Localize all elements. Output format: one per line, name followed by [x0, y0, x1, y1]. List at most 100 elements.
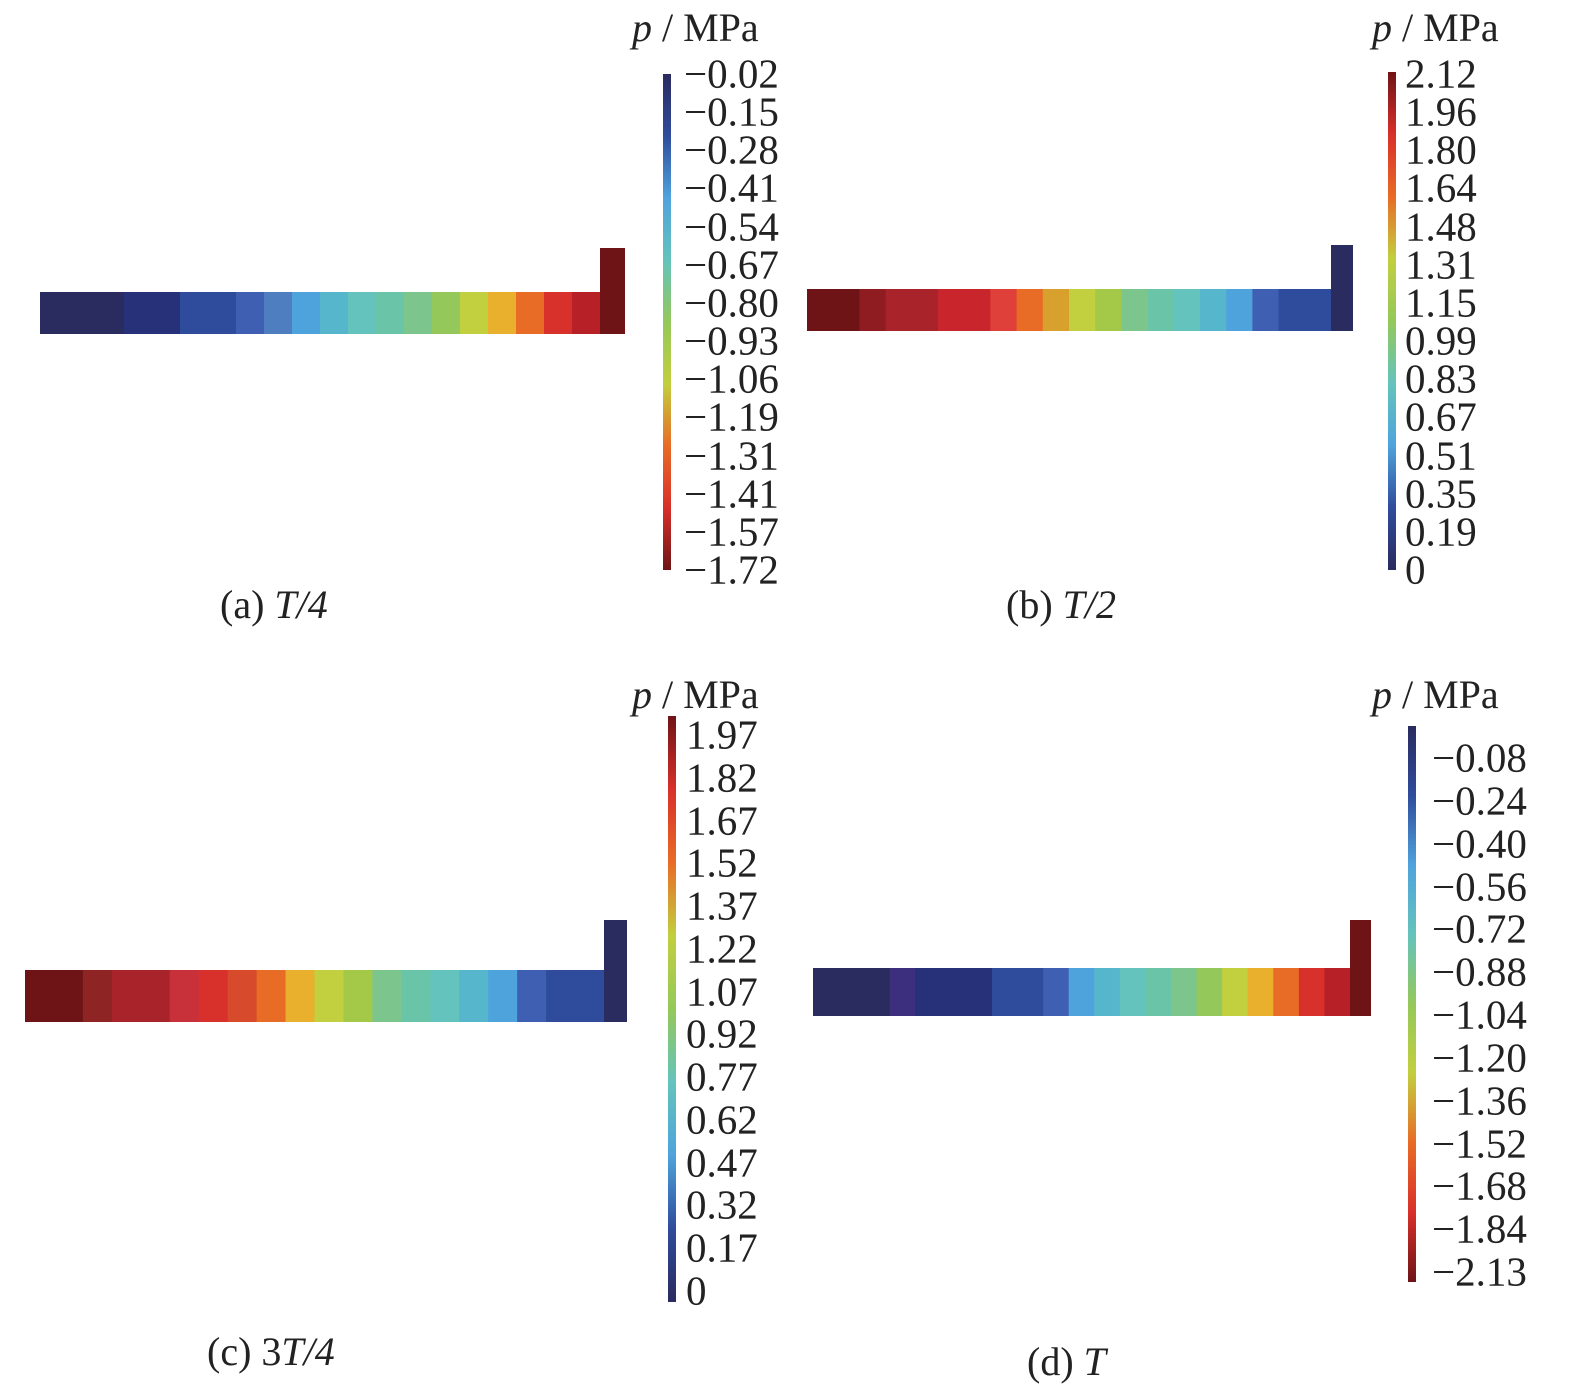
channel-segment	[285, 970, 316, 1022]
channel-segment	[1069, 289, 1096, 331]
colorbar-tick-label: 0.51	[1405, 432, 1477, 479]
colorbar-tick-label: 1.48	[1405, 203, 1477, 250]
colorbar-tick-label: 0.83	[1405, 355, 1477, 402]
riser-segment	[1350, 920, 1371, 1016]
channel-segment	[964, 289, 991, 331]
channel-segment	[546, 970, 576, 1022]
channel-segment	[140, 970, 171, 1022]
channel-segment	[236, 292, 265, 334]
colorbar-c	[668, 716, 676, 1302]
channel-segment	[40, 292, 69, 334]
channel-segment	[1171, 968, 1198, 1016]
colorbar-tick-label: −0.80	[684, 279, 779, 326]
colorbar-tick-label: 0.17	[686, 1224, 758, 1271]
colorbar-tick-label: 1.22	[686, 925, 758, 972]
colorbar-tick-label: −1.41	[684, 470, 779, 517]
channel-segment	[1196, 968, 1223, 1016]
channel-segment	[940, 968, 968, 1016]
colorbar-tick-label: −0.08	[1432, 734, 1527, 781]
channel-segment	[838, 968, 865, 1016]
channel-segment	[460, 292, 489, 334]
colorbar-tick-label: −0.40	[1432, 820, 1527, 867]
riser-segment	[1331, 245, 1353, 331]
colorbar-tick-label: −1.04	[1432, 991, 1527, 1038]
pressure-field-c	[25, 920, 627, 1022]
channel-segment	[1247, 968, 1274, 1016]
channel-segment	[915, 968, 942, 1016]
channel-segment	[1200, 289, 1227, 331]
colorbar-tick-label: −1.68	[1432, 1162, 1527, 1209]
channel-segment	[938, 289, 965, 331]
channel-segment	[813, 968, 840, 1016]
channel-segment	[372, 970, 402, 1022]
channel-segment	[1016, 289, 1044, 331]
channel-segment	[320, 292, 349, 334]
colorbar-ticks-b: 2.12 1.96 1.80 1.64 1.48 1.31 1.15 0.99 0.83 0.67…	[1405, 53, 1545, 590]
channel-segment	[82, 970, 113, 1022]
colorbar-tick-label: −1.52	[1432, 1120, 1527, 1166]
colorbar-a	[663, 74, 671, 570]
channel-segment	[911, 289, 939, 331]
colorbar-tick-label: −0.41	[684, 164, 779, 211]
channel-segment	[96, 292, 125, 334]
caption-a: (a) T/4	[220, 582, 328, 627]
colorbar-tick-label: −0.93	[684, 317, 779, 364]
colorbar-tick-label: 1.82	[686, 754, 758, 801]
pressure-field-b	[807, 245, 1353, 331]
colorbar-tick-label: 0.47	[686, 1139, 758, 1186]
colorbar-d	[1408, 726, 1416, 1282]
colorbar-tick-label: 0	[686, 1267, 707, 1314]
channel-segment	[966, 968, 993, 1016]
colorbar-tick-label: 0.35	[1405, 470, 1477, 517]
channel-segment	[152, 292, 181, 334]
channel-segment	[807, 289, 834, 331]
channel-segment	[180, 292, 209, 334]
channel-segment	[198, 970, 229, 1022]
channel-segment	[990, 289, 1018, 331]
channel-segment	[992, 968, 1019, 1016]
colorbar-tick-label: 0.67	[1405, 393, 1477, 440]
channel-segment	[68, 292, 97, 334]
colorbar-label-c: p / MPa	[632, 672, 759, 717]
caption-c: (c) 3T/4	[207, 1329, 335, 1374]
colorbar-tick-label: 0.32	[686, 1181, 758, 1228]
channel-segment	[1068, 968, 1095, 1016]
channel-segment	[859, 289, 887, 331]
channel-segment	[376, 292, 405, 334]
channel-segment	[348, 292, 377, 334]
colorbar-tick-label: 1.96	[1405, 88, 1477, 135]
colorbar-tick-label: 1.97	[686, 711, 758, 758]
colorbar-tick-label: −1.19	[684, 393, 779, 440]
channel-segment	[885, 289, 913, 331]
colorbar-tick-label: 1.31	[1405, 241, 1477, 288]
pressure-field-d	[813, 920, 1371, 1016]
colorbar-tick-label: 0.19	[1405, 508, 1477, 555]
colorbar-tick-label: −1.20	[1432, 1034, 1527, 1081]
channel-segment	[1273, 968, 1300, 1016]
colorbar-tick-label: −0.15	[684, 88, 779, 135]
riser-segment	[600, 248, 625, 334]
channel-segment	[1145, 968, 1172, 1016]
channel-segment	[264, 292, 293, 334]
colorbar-tick-label: 1.80	[1405, 126, 1477, 173]
colorbar-label-b: p / MPa	[1372, 5, 1499, 50]
channel-segment	[572, 292, 601, 334]
colorbar-tick-label: 0.92	[686, 1010, 758, 1057]
colorbar-tick-label: −0.24	[1432, 777, 1527, 824]
colorbar-ticks-d: −0.08 −0.24 −0.40 −0.56 −0.72 −0.88 −1.04 −1.20…	[1432, 737, 1562, 1292]
channel-segment	[343, 970, 373, 1022]
colorbar-tick-label: 1.15	[1405, 279, 1477, 326]
channel-segment	[401, 970, 431, 1022]
colorbar-tick-label: 2.12	[1405, 50, 1477, 97]
channel-segment	[459, 970, 489, 1022]
colorbar-tick-label: −0.56	[1432, 863, 1527, 909]
channel-segment	[404, 292, 433, 334]
colorbar-tick-label: 1.64	[1405, 164, 1477, 211]
channel-segment	[169, 970, 200, 1022]
colorbar-tick-label: 1.07	[686, 968, 758, 1015]
channel-segment	[864, 968, 891, 1016]
colorbar-tick-label: −0.88	[1432, 948, 1527, 995]
channel-segment	[1324, 968, 1351, 1016]
channel-segment	[517, 970, 547, 1022]
channel-segment	[833, 289, 860, 331]
